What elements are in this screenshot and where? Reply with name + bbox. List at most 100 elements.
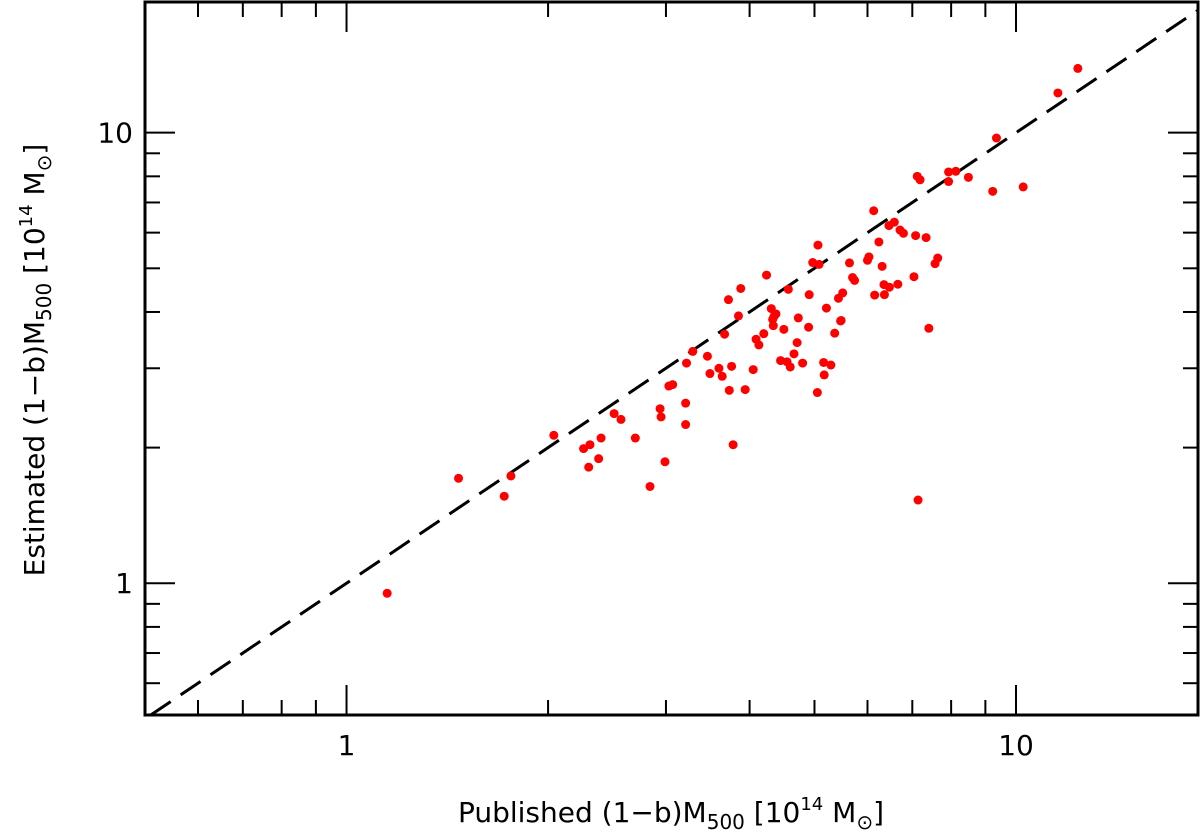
x-axis-title-unit-close: M: [823, 796, 856, 829]
data-point: [789, 349, 799, 359]
data-point: [779, 324, 789, 334]
data-point: [838, 288, 848, 298]
data-point: [830, 328, 840, 338]
data-point: [844, 258, 854, 268]
data-point: [724, 385, 734, 395]
data-point: [909, 272, 919, 282]
data-point: [933, 253, 943, 263]
x-tick-label: 10: [998, 729, 1034, 762]
data-point: [884, 282, 894, 292]
data-point: [913, 495, 923, 505]
x-axis-title-prefix: Published (1−b)M: [458, 796, 707, 829]
y-tick-label: 10: [97, 117, 133, 150]
data-point: [1053, 88, 1063, 98]
data-point: [869, 206, 879, 216]
data-point: [877, 261, 887, 271]
data-point: [705, 369, 715, 379]
data-point: [454, 473, 464, 483]
plot-frame: [143, 0, 1200, 717]
data-point: [898, 228, 908, 238]
data-point: [733, 311, 743, 321]
x-axis-title-solar-symbol: ⊙: [856, 810, 873, 834]
data-point: [785, 362, 795, 372]
data-point: [714, 363, 724, 373]
data-point: [616, 414, 626, 424]
data-point: [879, 290, 889, 300]
data-point: [813, 240, 823, 250]
data-point: [656, 412, 666, 422]
data-point: [915, 175, 925, 185]
x-tick-label: 1: [338, 729, 356, 762]
data-point: [748, 365, 758, 375]
data-point: [812, 388, 822, 398]
data-point: [988, 186, 998, 196]
data-point: [798, 358, 808, 368]
data-point: [963, 172, 973, 182]
data-point: [911, 231, 921, 241]
data-point: [874, 237, 884, 247]
data-point: [951, 166, 961, 176]
y-axis-title-subscript: 500: [32, 283, 56, 321]
data-point: [826, 360, 836, 370]
data-point: [736, 283, 746, 293]
data-point: [754, 340, 764, 350]
data-point: [804, 322, 814, 332]
data-point: [585, 440, 595, 450]
data-point: [836, 315, 846, 325]
data-point: [630, 433, 640, 443]
data-point: [864, 252, 874, 262]
y-axis-title-superscript: 14: [16, 204, 37, 227]
tick-labels: 1 10 1 10: [97, 117, 1033, 762]
data-point: [720, 329, 730, 339]
y-axis-title: Estimated (1−b)M500 [1014 M⊙]: [16, 144, 56, 577]
data-point: [819, 357, 829, 367]
data-point: [759, 329, 769, 339]
data-point: [783, 284, 793, 294]
x-axis-title-superscript: 14: [800, 794, 823, 815]
data-point: [889, 217, 899, 227]
data-point: [821, 303, 831, 313]
data-point: [771, 309, 781, 319]
data-point: [609, 409, 619, 419]
data-point: [506, 471, 516, 481]
x-axis-title: Published (1−b)M500 [1014 M⊙]: [458, 794, 884, 834]
data-point: [804, 290, 814, 300]
y-axis-title-solar-symbol: ⊙: [32, 155, 56, 172]
data-point: [655, 404, 665, 414]
y-axis-title-unit-close: M: [18, 171, 51, 204]
data-point: [584, 462, 594, 472]
data-point: [682, 358, 692, 368]
y-axis-title-prefix: Estimated (1−b)M: [18, 321, 51, 576]
y-tick-label: 1: [115, 567, 133, 600]
data-point: [681, 398, 691, 408]
data-point: [793, 313, 803, 323]
data-points: [382, 63, 1083, 598]
y-axis-title-unit-open: [10: [18, 227, 51, 282]
data-point: [594, 454, 604, 464]
data-point: [668, 380, 678, 390]
data-point: [702, 351, 712, 361]
data-point: [991, 133, 1001, 143]
data-point: [681, 420, 691, 430]
data-point: [723, 295, 733, 305]
plot-area-background: [145, 2, 1198, 715]
data-point: [762, 270, 772, 280]
data-point: [850, 275, 860, 285]
data-point: [944, 177, 954, 187]
data-point: [645, 481, 655, 491]
data-point: [768, 321, 778, 331]
data-point: [596, 433, 606, 443]
data-point: [727, 361, 737, 371]
data-point: [893, 279, 903, 289]
data-point: [792, 338, 802, 348]
x-axis-title-unit-open: [10: [745, 796, 800, 829]
data-point: [660, 457, 670, 467]
axis-ticks: [144, 2, 1198, 715]
data-point: [921, 233, 931, 243]
data-point: [819, 370, 829, 380]
x-axis-title-bracket-close: ]: [873, 796, 884, 829]
data-point: [688, 346, 698, 356]
data-point: [924, 323, 934, 333]
data-point: [814, 259, 824, 269]
